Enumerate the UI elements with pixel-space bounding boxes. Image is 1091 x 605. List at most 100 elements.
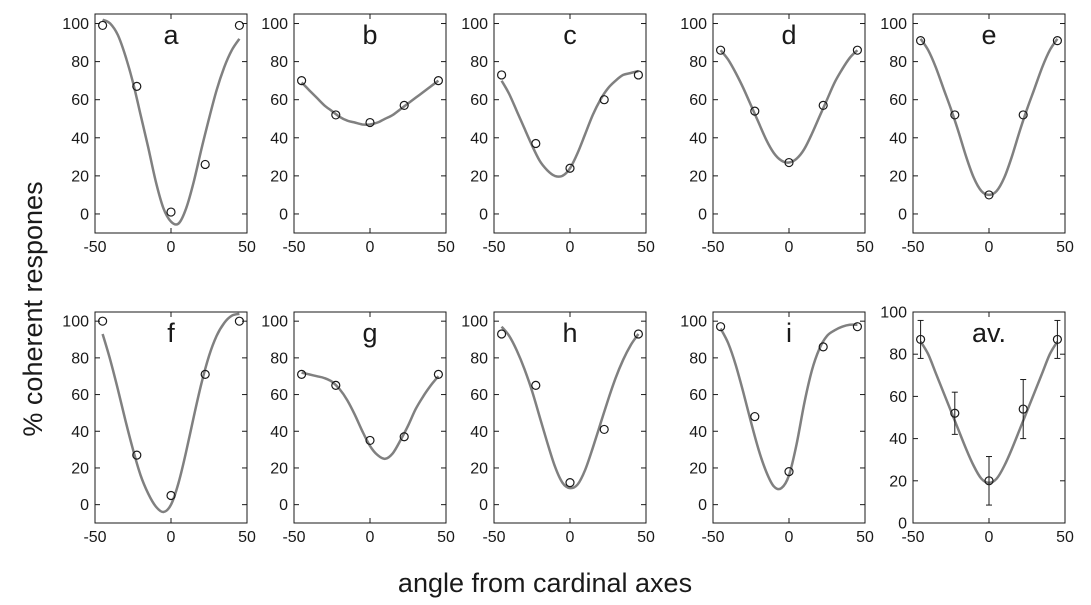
y-tick-label: 20 — [270, 168, 288, 185]
y-tick-label: 80 — [71, 350, 89, 367]
data-point — [331, 380, 341, 390]
y-tick-label: 60 — [689, 92, 707, 109]
panel-f: 0 20 40 60 80 100 -50 0 50 f — [62, 311, 256, 546]
data-point — [166, 207, 176, 217]
y-tick-label: 40 — [270, 424, 288, 441]
panel-g: 0 20 40 60 80 100 -50 0 50 g — [261, 311, 455, 546]
data-point — [97, 316, 108, 326]
x-tick-label: 0 — [167, 529, 176, 546]
panel-label: c — [563, 20, 577, 50]
y-tick-label: 0 — [80, 497, 89, 514]
data-point — [365, 117, 375, 128]
x-tick-label: 0 — [566, 529, 575, 546]
y-tick-label: 40 — [71, 130, 89, 147]
data-point — [297, 76, 307, 86]
y-tick-label: 60 — [270, 92, 288, 109]
panel-label: d — [781, 20, 796, 50]
x-tick-label: 50 — [1056, 239, 1074, 256]
x-tick-label: -50 — [482, 529, 505, 546]
y-tick-label: 100 — [62, 314, 89, 331]
data-point — [565, 163, 575, 173]
x-tick-label: 50 — [437, 239, 455, 256]
y-tick-label: 100 — [680, 314, 707, 331]
y-tick-label: 20 — [689, 168, 707, 185]
y-tick-label: 20 — [470, 168, 488, 185]
data-point — [818, 342, 828, 352]
data-point — [750, 106, 760, 116]
y-tick-label: 20 — [889, 168, 907, 185]
y-tick-label: 20 — [71, 460, 89, 477]
data-point — [599, 424, 609, 435]
data-point — [984, 476, 994, 486]
y-tick-label: 40 — [470, 130, 488, 147]
fit-curve — [500, 325, 640, 490]
y-tick-label: 100 — [461, 16, 488, 33]
y-tick-label: 20 — [689, 460, 707, 477]
data-point — [166, 490, 176, 501]
data-point — [633, 70, 644, 80]
data-point — [565, 478, 575, 488]
panel-label: av. — [972, 318, 1006, 348]
y-tick-label: 80 — [889, 347, 907, 364]
y-tick-label: 100 — [880, 16, 907, 33]
x-axis-title: angle from cardinal axes — [398, 568, 692, 598]
data-point — [852, 45, 863, 55]
y-tick-label: 60 — [270, 387, 288, 404]
x-tick-label: -50 — [701, 239, 724, 256]
x-tick-label: 0 — [366, 529, 375, 546]
y-tick-label: 80 — [689, 54, 707, 71]
data-point — [1018, 404, 1028, 414]
y-axis-title: % coherent respones — [18, 181, 48, 436]
panel-label: h — [562, 318, 577, 348]
data-point — [715, 45, 726, 55]
y-tick-label: 0 — [279, 206, 288, 223]
fit-curve — [301, 371, 440, 461]
panel-label: e — [981, 20, 996, 50]
data-point — [950, 110, 960, 120]
data-point — [497, 70, 507, 80]
x-tick-label: 50 — [238, 529, 256, 546]
data-point — [1052, 36, 1063, 46]
y-tick-label: 60 — [71, 92, 89, 109]
y-tick-label: 100 — [62, 16, 89, 33]
panel-label: b — [362, 20, 377, 50]
fit-curve — [101, 312, 240, 514]
data-point — [1018, 110, 1028, 120]
data-point — [497, 329, 507, 339]
data-point — [915, 36, 926, 46]
y-tick-label: 100 — [261, 314, 288, 331]
y-tick-label: 60 — [889, 389, 907, 406]
y-tick-label: 80 — [71, 54, 89, 71]
data-point — [784, 157, 794, 168]
y-tick-label: 0 — [80, 206, 89, 223]
data-point — [433, 76, 443, 86]
data-point — [915, 334, 926, 345]
y-tick-label: 80 — [270, 350, 288, 367]
data-point — [531, 138, 541, 149]
y-tick-label: 0 — [279, 497, 288, 514]
x-tick-label: 50 — [637, 239, 655, 256]
data-point — [433, 369, 443, 379]
x-tick-label: 50 — [856, 239, 874, 256]
panel-i: 0 20 40 60 80 100 -50 0 50 i — [680, 311, 874, 546]
y-tick-label: 0 — [479, 206, 488, 223]
data-point — [1052, 334, 1063, 345]
data-point — [715, 322, 726, 332]
x-tick-label: 0 — [167, 239, 176, 256]
x-tick-label: 50 — [1056, 529, 1074, 546]
panel-e: 0 20 40 60 80 100 -50 0 50 e — [880, 13, 1074, 256]
y-tick-label: 80 — [470, 54, 488, 71]
x-tick-label: 50 — [437, 529, 455, 546]
y-tick-label: 0 — [898, 206, 907, 223]
y-tick-label: 60 — [470, 92, 488, 109]
data-point — [97, 20, 108, 31]
x-tick-label: 50 — [637, 529, 655, 546]
y-tick-label: 0 — [479, 497, 488, 514]
data-point — [950, 408, 960, 418]
y-tick-label: 80 — [889, 54, 907, 71]
fit-curve — [919, 38, 1059, 197]
y-tick-label: 0 — [698, 206, 707, 223]
y-tick-label: 100 — [880, 305, 907, 322]
x-tick-label: 0 — [785, 239, 794, 256]
